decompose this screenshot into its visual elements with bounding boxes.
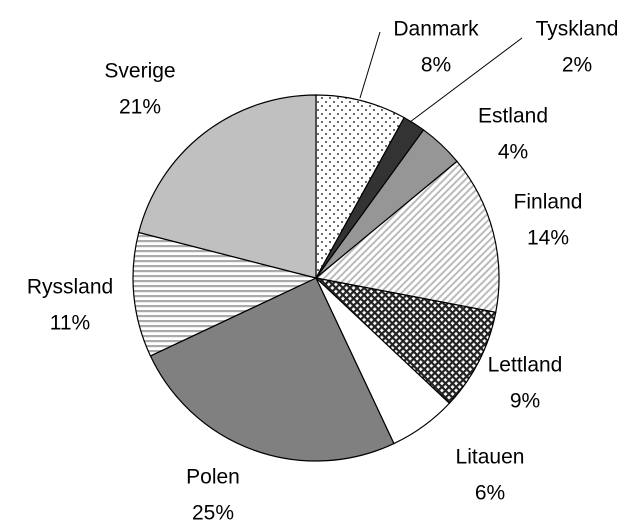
- leader-line: [409, 37, 523, 123]
- slice-label: Tyskland: [536, 18, 619, 41]
- slice-label: Ryssland: [27, 276, 113, 299]
- value-label: 8%: [421, 54, 451, 77]
- value-label: 25%: [192, 502, 234, 525]
- leader-line: [359, 31, 381, 99]
- value-label: 21%: [119, 96, 161, 119]
- pie-slice: [314, 160, 500, 313]
- slice-label: Lettland: [488, 354, 563, 377]
- slice-label: Sverige: [104, 60, 175, 83]
- slice-label: Polen: [186, 466, 240, 489]
- slice-label: Finland: [514, 191, 583, 214]
- value-label: 4%: [498, 141, 528, 164]
- value-label: 11%: [50, 312, 90, 335]
- pie-slice: [138, 94, 317, 279]
- slice-label: Danmark: [393, 18, 479, 41]
- pie-slice: [149, 277, 395, 462]
- slice-label: Estland: [478, 105, 548, 128]
- pie-slice: [314, 277, 497, 405]
- value-label: 2%: [562, 54, 592, 77]
- value-label: 14%: [527, 227, 569, 250]
- value-label: 6%: [475, 482, 505, 505]
- pie-slice: [132, 231, 318, 357]
- value-label: 9%: [510, 390, 540, 413]
- pie-slice: [315, 94, 405, 279]
- slice-label: Litauen: [456, 446, 525, 469]
